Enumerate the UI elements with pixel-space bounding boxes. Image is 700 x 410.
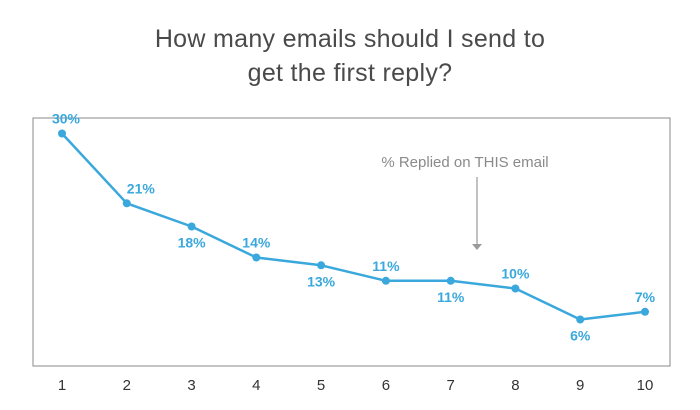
x-tick-label: 3 (187, 377, 195, 394)
data-label: 21% (127, 180, 156, 196)
data-point (446, 276, 455, 285)
data-point (122, 199, 131, 208)
data-point (317, 261, 326, 270)
data-point (58, 129, 66, 138)
chart-title: How many emails should I send to get the… (0, 22, 700, 90)
x-tick-label: 2 (123, 377, 131, 394)
data-point (187, 222, 196, 231)
x-tick-label: 1 (58, 377, 66, 394)
chart-title-line-1: How many emails should I send to (154, 25, 546, 53)
data-label: 30% (52, 111, 81, 127)
series-group: 30% 21% 18% 14% 13% 11% 11% 10% 6% 7% (52, 111, 656, 344)
x-tick-label: 5 (317, 377, 325, 394)
series-line (61, 132, 646, 321)
annotation-text: % Replied on THIS email (381, 154, 548, 171)
x-tick-label: 8 (511, 377, 519, 394)
data-label: 18% (178, 235, 207, 251)
x-tick-label: 6 (382, 377, 390, 394)
annotation-group: % Replied on THIS email (381, 154, 549, 250)
data-label: 13% (307, 273, 336, 289)
chart-title-line-2: get the first reply? (247, 59, 453, 87)
data-point (252, 253, 261, 262)
plot-frame (32, 117, 671, 367)
x-tick-label: 10 (637, 377, 654, 394)
data-label: 11% (437, 289, 465, 305)
x-tick-label: 7 (447, 377, 455, 394)
data-point (381, 276, 390, 285)
data-label: 6% (570, 328, 591, 344)
data-label: 7% (635, 289, 656, 305)
data-point (511, 284, 520, 293)
annotation-arrow-head (472, 244, 482, 250)
data-label: 10% (501, 266, 530, 282)
x-axis-ticks: 1 2 3 4 5 6 7 8 9 10 (58, 377, 654, 394)
x-tick-label: 4 (252, 377, 260, 394)
data-point (576, 315, 585, 324)
data-label: 14% (242, 235, 271, 251)
data-label: 11% (372, 258, 400, 274)
x-tick-label: 9 (576, 377, 584, 394)
data-point (641, 307, 649, 316)
